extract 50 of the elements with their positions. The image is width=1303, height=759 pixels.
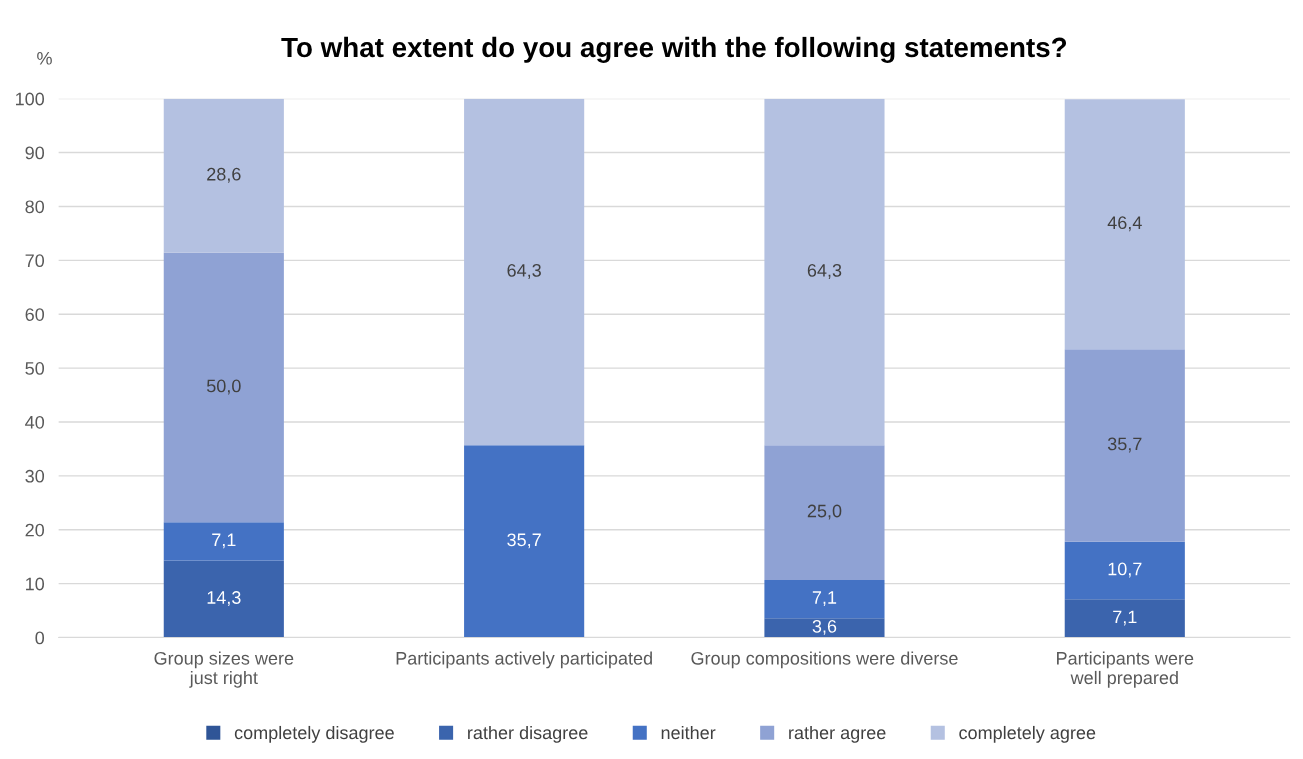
y-tick-label: 20 bbox=[25, 523, 45, 537]
data-label: 7,1 bbox=[1113, 610, 1137, 626]
y-axis-title: % bbox=[37, 51, 52, 65]
data-label: 35,7 bbox=[507, 533, 541, 549]
data-label: 64,3 bbox=[507, 263, 541, 279]
bar bbox=[1064, 541, 1185, 600]
y-tick-label: 100 bbox=[16, 92, 45, 106]
y-tick-label: 40 bbox=[25, 415, 45, 429]
x-tick-label: Group sizes were just right bbox=[154, 651, 294, 688]
data-label: 28,6 bbox=[207, 167, 241, 183]
legend-label: completely agree bbox=[959, 725, 1096, 743]
bar bbox=[163, 98, 284, 253]
data-label: 7,1 bbox=[812, 591, 837, 607]
y-tick-label: 90 bbox=[25, 146, 45, 160]
bar bbox=[163, 560, 284, 638]
data-label: 7,1 bbox=[212, 533, 236, 549]
data-label: 3,6 bbox=[812, 619, 837, 635]
y-tick-label: 30 bbox=[25, 469, 45, 483]
chart-title: To what extent do you agree with the following statements? bbox=[281, 36, 1067, 63]
x-tick-label: Participants actively participated bbox=[396, 651, 652, 669]
data-label: 46,4 bbox=[1107, 216, 1142, 232]
data-label: 25,0 bbox=[807, 504, 842, 520]
bar bbox=[163, 522, 284, 561]
bar bbox=[764, 618, 885, 638]
bar bbox=[1064, 599, 1185, 638]
legend-label: completely disagree bbox=[234, 725, 394, 743]
bar bbox=[764, 445, 885, 580]
bar bbox=[464, 445, 585, 638]
data-label: 14,3 bbox=[207, 591, 241, 607]
y-tick-label: 80 bbox=[25, 200, 45, 214]
data-label: 50,0 bbox=[206, 379, 241, 395]
y-tick-label: 70 bbox=[25, 254, 45, 268]
x-tick-label: Group compositions were diverse bbox=[691, 651, 958, 669]
bar bbox=[1064, 349, 1185, 542]
bar bbox=[764, 579, 885, 619]
bar bbox=[764, 98, 885, 446]
y-tick-label: 0 bbox=[35, 631, 45, 645]
data-label: 64,3 bbox=[807, 263, 842, 279]
legend-label: neither bbox=[661, 725, 716, 740]
data-label: 35,7 bbox=[1107, 437, 1142, 453]
bar bbox=[464, 98, 585, 446]
data-label: 10,7 bbox=[1108, 562, 1142, 578]
y-tick-label: 60 bbox=[25, 308, 45, 321]
x-tick-label: Participants were well prepared bbox=[1057, 651, 1194, 688]
y-tick-label: 50 bbox=[25, 362, 45, 375]
legend-label: rather agree bbox=[789, 725, 886, 743]
legend-label: rather disagree bbox=[468, 725, 588, 743]
y-tick-label: 10 bbox=[26, 577, 45, 591]
bar bbox=[1064, 99, 1185, 350]
bar bbox=[163, 252, 284, 523]
